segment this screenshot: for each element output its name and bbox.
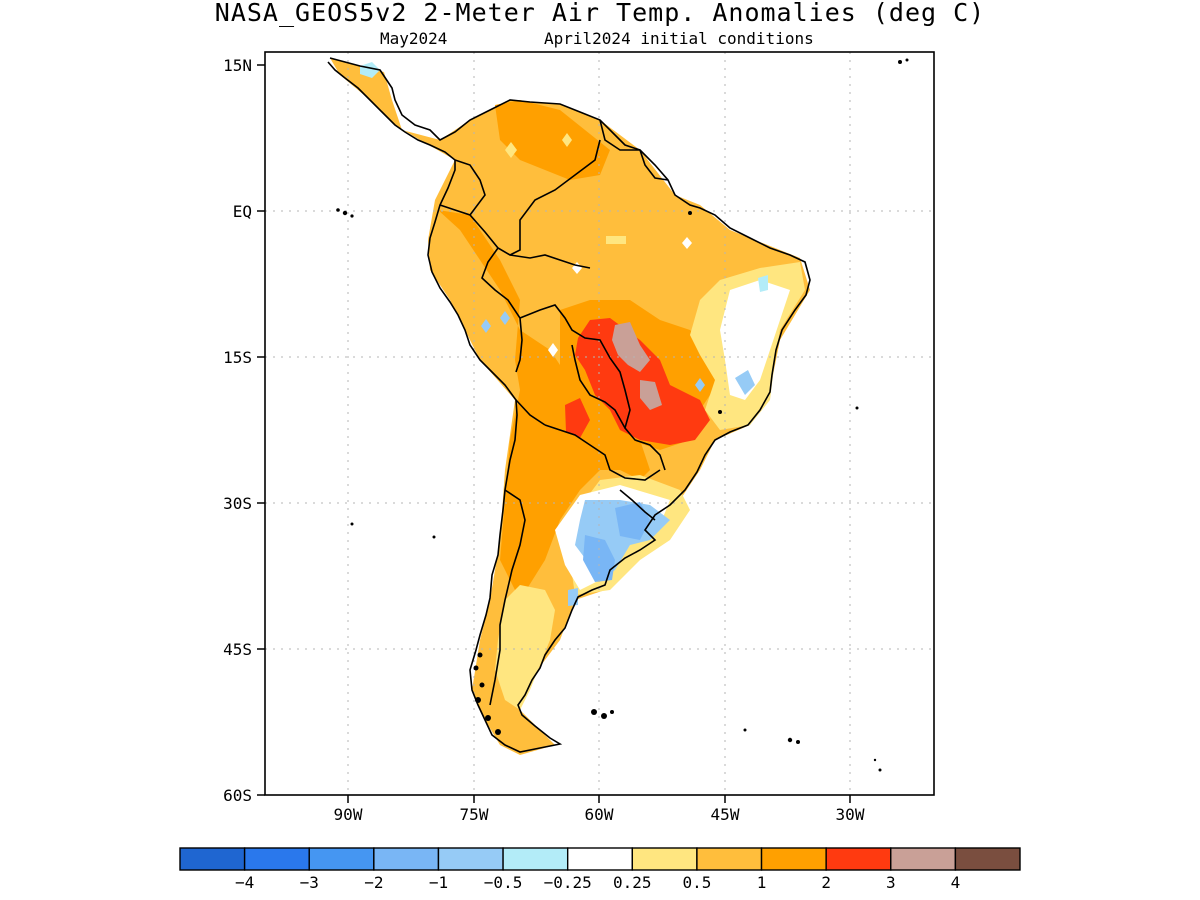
neutral-spot <box>548 343 558 357</box>
south-cool-east <box>615 502 650 540</box>
colorbar-label: −0.5 <box>484 873 523 892</box>
subtitle-initial-conditions: April2024 initial conditions <box>544 29 814 48</box>
lon-label-30w: 30W <box>836 805 865 824</box>
colorbar-label: −2 <box>364 873 383 892</box>
colorbar-label: 1 <box>757 873 767 892</box>
colorbar-swatch <box>566 847 634 871</box>
very-hot-core-2 <box>640 380 662 410</box>
colorbar-label: −4 <box>235 873 254 892</box>
border <box>509 254 591 269</box>
border <box>481 247 523 373</box>
colorbar-swatch <box>696 847 763 871</box>
border <box>639 149 669 181</box>
border <box>544 424 661 481</box>
cool-patch-east <box>758 275 768 292</box>
colorbar-label: 3 <box>886 873 896 892</box>
colorbar-label: −0.25 <box>544 873 592 892</box>
neutral-spot <box>682 237 692 249</box>
lat-label-15n: 15N <box>223 56 252 75</box>
lon-label-60w: 60W <box>585 805 614 824</box>
cool-patch-northeast <box>735 370 755 395</box>
pale-patch <box>606 236 626 244</box>
lon-label-75w: 75W <box>460 805 489 824</box>
cool-spot <box>481 319 491 333</box>
islands <box>336 58 909 772</box>
border <box>515 399 546 426</box>
colorbar-label: 0.25 <box>613 873 652 892</box>
colorbar-swatch <box>631 847 698 871</box>
colorbar-label: −1 <box>429 873 448 892</box>
hot-spot-west <box>565 398 590 438</box>
lat-label-15s: 15S <box>223 348 252 367</box>
pale-spot <box>505 142 517 158</box>
cool-spot-south <box>568 588 578 606</box>
border <box>619 489 656 521</box>
lat-label-45s: 45S <box>223 640 252 659</box>
colorbar-swatch <box>502 847 569 871</box>
colorbar-swatch <box>179 847 246 871</box>
lat-label-60s: 60S <box>223 786 252 805</box>
lat-label-eq: EQ <box>233 202 252 221</box>
patagonia-pale <box>495 585 555 710</box>
lon-label-45w: 45W <box>711 805 740 824</box>
coastline <box>327 57 811 753</box>
axis-ticks <box>257 64 851 803</box>
border <box>519 304 666 471</box>
colorbar-swatch <box>373 847 440 871</box>
border <box>454 159 486 216</box>
colorbar <box>179 847 1021 871</box>
colorbar-swatch <box>954 847 1021 871</box>
cool-spot <box>695 378 705 392</box>
lat-label-30s: 30S <box>223 494 252 513</box>
lon-labels: 90W 75W 60W 45W 30W <box>334 805 865 824</box>
very-hot-core <box>612 322 650 372</box>
colorbar-label: 0.5 <box>682 873 711 892</box>
colorbar-swatch <box>890 847 957 871</box>
colorbar-swatch <box>760 847 827 871</box>
colorbar-swatch <box>825 847 892 871</box>
colorbar-swatch <box>437 847 504 871</box>
colorbar-labels: −4 −3 −2 −1 −0.5 −0.25 0.25 0.5 1 2 3 4 <box>235 873 960 892</box>
border <box>571 344 626 429</box>
north-strong-warm <box>495 100 610 180</box>
colorbar-swatch <box>243 847 310 871</box>
colorbar-swatch <box>308 847 375 871</box>
lon-label-90w: 90W <box>334 805 363 824</box>
pale-spot <box>562 133 572 147</box>
andes-strong-warm <box>438 210 650 600</box>
subtitle-month: May2024 <box>380 29 448 48</box>
colorbar-label: 4 <box>951 873 961 892</box>
neutral-square <box>733 306 749 324</box>
colorbar-label: 2 <box>821 873 831 892</box>
cool-spot-central-america <box>360 62 380 78</box>
south-cool-strong <box>583 535 615 582</box>
colorbar-label: −3 <box>300 873 319 892</box>
anomaly-field <box>330 58 810 755</box>
cool-spot <box>500 311 510 325</box>
border <box>599 119 640 151</box>
border <box>489 489 526 706</box>
coastlines <box>327 57 811 753</box>
lat-labels: 15N EQ 15S 30S 45S 60S <box>223 56 252 805</box>
map-title: NASA_GEOS5v2 2-Meter Air Temp. Anomalies… <box>214 0 986 27</box>
